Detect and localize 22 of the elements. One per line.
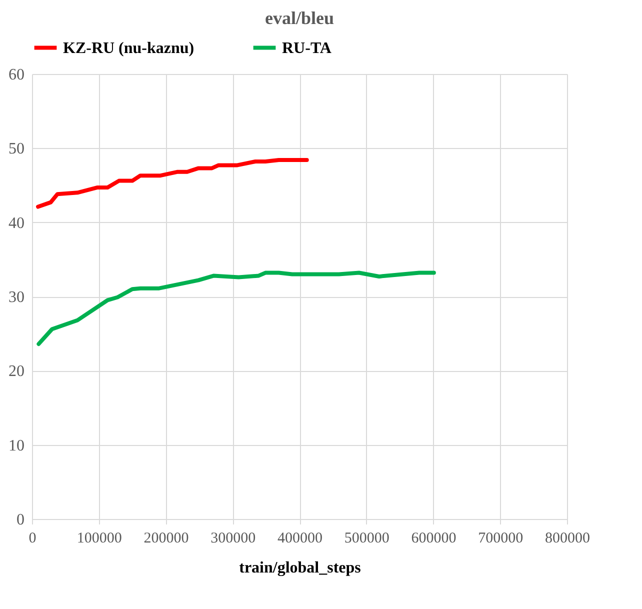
- x-tick-label: 400000: [278, 530, 322, 546]
- x-axis-title: train/global_steps: [239, 560, 361, 576]
- line-series: [36, 270, 436, 346]
- x-tick-label: 200000: [144, 530, 189, 546]
- y-tick-label: 0: [16, 512, 24, 528]
- y-tick-label: 50: [8, 140, 24, 158]
- line-series: [36, 158, 309, 209]
- y-tick-label: 40: [8, 214, 24, 232]
- x-tick-label: 600000: [411, 530, 456, 546]
- y-tick-label: 10: [8, 437, 24, 454]
- chart-title: eval/bleu: [264, 8, 334, 28]
- legend-label: RU-TA: [282, 40, 332, 57]
- y-tick-label: 30: [8, 289, 24, 306]
- x-tick-label: 800000: [545, 530, 590, 546]
- y-tick-label: 20: [8, 363, 24, 380]
- legend-label: KZ-RU (nu-kaznu): [63, 40, 194, 57]
- x-tick-label: 700000: [478, 530, 524, 546]
- x-tick-label: 100000: [76, 530, 122, 546]
- x-tick-label: 500000: [344, 530, 390, 546]
- y-tick-label: 60: [8, 66, 24, 84]
- x-tick-label: 300000: [210, 530, 256, 546]
- x-tick-label: 0: [28, 530, 36, 546]
